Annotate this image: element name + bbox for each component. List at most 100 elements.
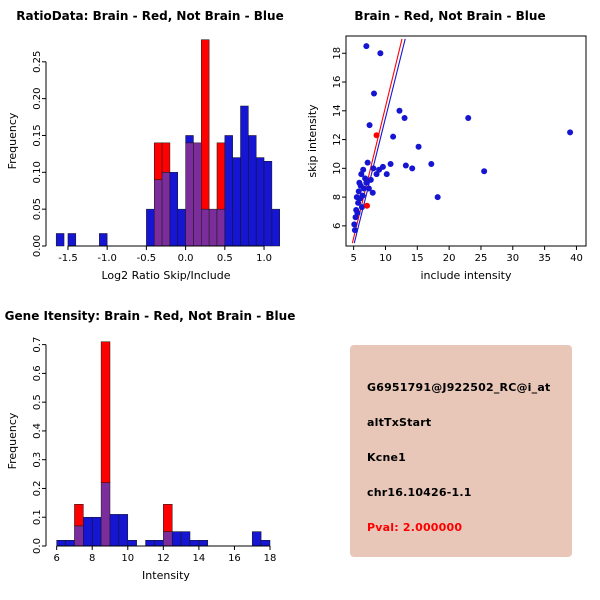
hist-bar [74,525,84,547]
y-tick-label: 16 [332,76,343,89]
x-tick-label: -1.5 [58,253,78,264]
plot-box [345,35,587,247]
hist-bar [177,208,186,247]
hist-bar [118,514,129,547]
hist-bar [263,161,273,247]
hist-bar [100,341,111,483]
y-tick-label: 12 [332,133,343,146]
hist-bar [99,233,108,247]
hist-bar [161,172,171,247]
hist-bar [271,208,280,247]
panel-scatter: Brain - Red, Not Brain - Blue 5 10 15 20 25 3… [300,0,600,300]
x-tick-label: 8 [89,553,95,564]
scatter-point [355,188,362,195]
scatter-point [364,159,371,166]
scatter-point [364,202,371,209]
scatter-point [434,194,441,201]
scatter-point [360,166,367,173]
y-axis-label: Frequency [6,112,19,169]
y-tick-label: 0.25 [32,51,43,73]
x-tick-label: 6 [53,553,59,564]
ratio-histogram-title: RatioData: Brain - Red, Not Brain - Blue [16,9,284,23]
hist-bar [171,531,182,547]
x-tick-label: 14 [193,553,206,564]
hist-bar [154,539,164,547]
hist-bar [198,539,209,547]
scatter-point [371,90,378,97]
hist-bar [251,531,262,547]
x-tick-label: 16 [228,553,241,564]
hist-bar [248,135,257,247]
scatter-point [363,179,370,186]
scatter-point [373,132,380,139]
y-tick-label: 0.20 [32,87,43,109]
hist-bar [255,157,265,247]
x-tick-label: 5 [350,253,356,264]
scatter-title: Brain - Red, Not Brain - Blue [354,9,546,23]
y-tick-label: 0.4 [32,423,43,439]
hist-bar [208,208,218,247]
hist-bar [146,208,155,247]
y-tick-label: 0.2 [32,481,43,497]
y-tick-label: 0.05 [32,198,43,220]
hist-bar [127,539,137,547]
hist-bar [201,208,210,247]
x-tick-label: 30 [506,253,519,264]
scatter-point [401,114,408,121]
panel-ratio-histogram: RatioData: Brain - Red, Not Brain - Blue… [0,0,300,300]
x-tick-label: 20 [443,253,456,264]
y-tick-label: 0.3 [32,452,43,468]
y-axis-label: Frequency [6,412,19,469]
hist-bar [240,105,249,247]
x-tick-label: 10 [379,253,392,264]
x-tick-label: 1.0 [256,253,272,264]
scatter-point [390,133,397,140]
x-tick-label: 35 [538,253,551,264]
hist-bar [180,531,191,547]
gene-name-text: Kcne1 [367,451,406,464]
hist-bar [169,172,179,247]
scatter-point [360,185,367,192]
scatter-point [387,161,394,168]
y-tick-label: 0.10 [32,161,43,183]
hist-bar [153,179,163,247]
scatter-point [351,221,358,228]
scatter-point [365,185,372,192]
hist-bar [153,142,163,180]
x-tick-label: 12 [157,553,170,564]
scatter-point [369,189,376,196]
x-axis-label: Intensity [142,569,190,582]
hist-bar [91,516,102,547]
scatter-point [383,171,390,178]
hist-bar [161,142,171,173]
y-tick-label: 14 [332,104,343,117]
chromosome-location-text: chr16.10426-1.1 [367,486,472,499]
info-box: G6951791@J922502_RC@i_at altTxStart Kcne… [350,345,572,557]
y-tick-label: 6 [332,223,343,229]
x-axis-label: include intensity [420,269,512,282]
hist-bar [65,539,75,547]
y-tick-label: 0.5 [32,394,43,410]
scatter-point [373,171,380,178]
x-axis-label: Log2 Ratio Skip/Include [101,269,230,282]
scatter-point [363,43,370,50]
y-tick-label: 0.0 [32,538,43,554]
scatter-point [351,227,358,234]
y-tick-label: 8 [332,194,343,200]
hist-bar [232,157,241,247]
gene-histogram-title: Gene Itensity: Brain - Red, Not Brain - … [4,309,296,323]
fit-line-blue [353,38,406,244]
scatter-point [402,162,409,169]
hist-bar [193,142,202,247]
hist-bar [260,539,271,547]
scatter-point [465,114,472,121]
scatter-point [359,192,366,199]
scatter-point [567,129,574,136]
x-tick-label: 18 [264,553,277,564]
y-tick-label: 18 [332,47,343,60]
x-tick-label: 40 [570,253,583,264]
scatter-point [367,176,374,183]
y-tick-label: 0.6 [32,365,43,381]
scatter-point [370,165,377,172]
